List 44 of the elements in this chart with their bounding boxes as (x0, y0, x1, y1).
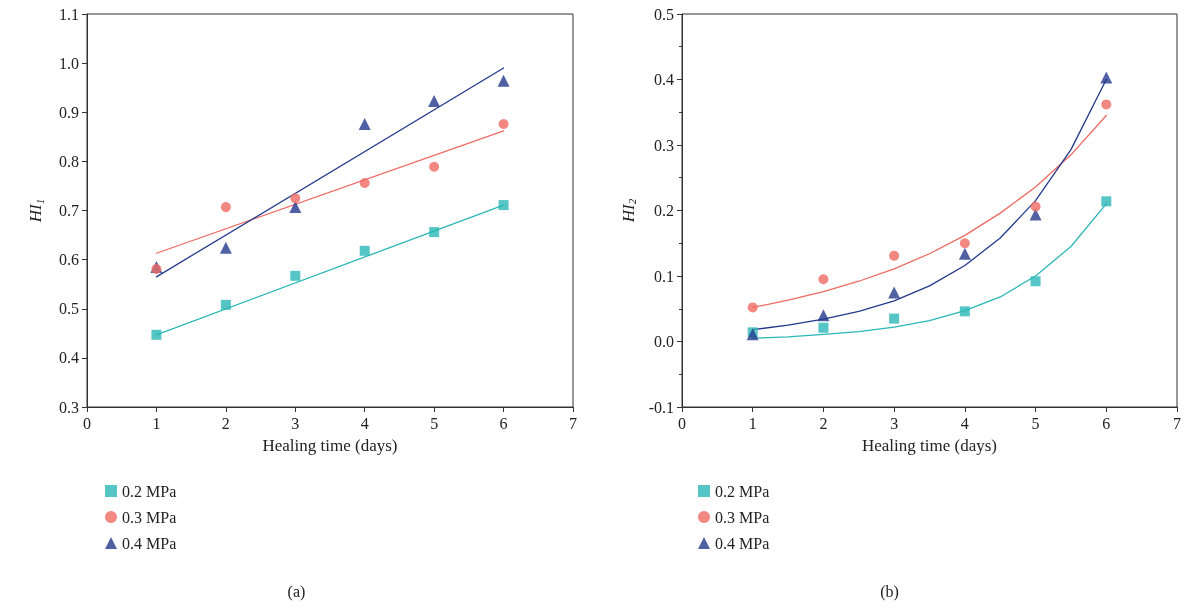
x-tick-label: 2 (221, 414, 230, 432)
x-tick-label: 6 (1102, 414, 1111, 432)
x-tick-label: 3 (291, 414, 300, 432)
legend-label: 0.3 MPa (715, 508, 770, 526)
y-tick-label: 0.3 (59, 398, 79, 416)
x-tick-label: 0 (83, 414, 91, 432)
legend-label: 0.3 MPa (122, 508, 177, 526)
x-tick-label: 5 (1031, 414, 1040, 432)
y-tick-label: 0.8 (59, 152, 79, 170)
x-tick-label: 6 (499, 414, 508, 432)
legend-label: 0.4 MPa (122, 534, 177, 552)
x-tick-label: 1 (152, 414, 161, 432)
y-tick-label: 1.1 (59, 5, 79, 23)
y-tick-label: 1.0 (59, 54, 79, 72)
x-tick-label: 0 (678, 414, 686, 432)
y-tick-label: 0.4 (654, 71, 674, 88)
x-tick-label: 7 (569, 414, 577, 432)
y-tick-label: 0.1 (654, 267, 674, 285)
y-axis-title: HI2 (618, 198, 639, 224)
text: (a) (287, 582, 306, 601)
x-axis-title: Healing time (days) (861, 436, 998, 455)
y-axis-title: HI1 (26, 198, 46, 224)
y-tick-label: 0.2 (654, 202, 674, 219)
x-tick-label: 5 (430, 414, 439, 432)
y-tick-label: 0.7 (59, 202, 79, 219)
legend-label: 0.4 MPa (715, 534, 770, 552)
y-tick-label: 0.9 (59, 103, 79, 121)
x-tick-label: 4 (960, 414, 969, 432)
x-tick-label: 3 (890, 414, 899, 432)
y-tick-label: -0.1 (648, 398, 674, 416)
y-tick-label: 0.6 (59, 251, 79, 269)
legend-label: 0.2 MPa (715, 482, 770, 500)
y-tick-label: 0.5 (59, 300, 79, 318)
x-tick-label: 2 (819, 414, 828, 432)
y-tick-label: 0.4 (59, 349, 79, 367)
y-tick-label: 0.3 (654, 136, 674, 154)
x-tick-label: 7 (1173, 414, 1181, 432)
text: (b) (880, 582, 899, 601)
x-tick-label: 1 (748, 414, 757, 432)
x-axis-title: Healing time (days) (262, 436, 398, 455)
y-tick-label: 0.0 (654, 333, 674, 350)
x-tick-label: 4 (360, 414, 369, 432)
legend-label: 0.2 MPa (122, 482, 177, 500)
y-tick-label: 0.5 (654, 5, 674, 23)
